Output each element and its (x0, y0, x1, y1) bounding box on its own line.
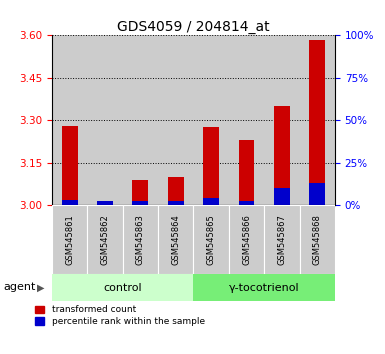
Text: GSM545866: GSM545866 (242, 215, 251, 265)
Bar (87, 205, 123, 274)
Bar (87, 35, 123, 205)
Bar (264, 205, 300, 274)
Bar (309, 40, 325, 205)
Bar (193, 35, 229, 205)
Bar (97, 201, 113, 205)
Title: GDS4059 / 204814_at: GDS4059 / 204814_at (117, 21, 270, 34)
Text: GSM545865: GSM545865 (207, 215, 216, 265)
Bar (274, 106, 290, 205)
Legend: transformed count, percentile rank within the sample: transformed count, percentile rank withi… (35, 306, 205, 326)
Text: agent: agent (4, 282, 36, 292)
Bar (264, 35, 300, 205)
Bar (229, 205, 264, 274)
Bar (62, 126, 78, 205)
Text: GSM545867: GSM545867 (277, 215, 286, 265)
Bar (168, 201, 184, 205)
Bar (97, 204, 113, 205)
Bar (193, 274, 335, 301)
Bar (229, 35, 264, 205)
Text: GSM545862: GSM545862 (100, 215, 110, 265)
Bar (203, 198, 219, 205)
Bar (52, 35, 87, 205)
Bar (62, 200, 78, 205)
Bar (193, 205, 229, 274)
Bar (123, 205, 158, 274)
Bar (158, 35, 193, 205)
Bar (132, 180, 148, 205)
Bar (239, 201, 254, 205)
Bar (274, 188, 290, 205)
Text: control: control (104, 282, 142, 293)
Bar (309, 183, 325, 205)
Bar (300, 205, 335, 274)
Bar (52, 274, 193, 301)
Bar (123, 35, 158, 205)
Bar (158, 205, 193, 274)
Text: ▶: ▶ (37, 282, 44, 292)
Bar (300, 35, 335, 205)
Text: GSM545868: GSM545868 (313, 215, 322, 265)
Bar (52, 205, 87, 274)
Text: GSM545863: GSM545863 (136, 215, 145, 265)
Bar (168, 177, 184, 205)
Text: GSM545861: GSM545861 (65, 215, 74, 265)
Bar (203, 127, 219, 205)
Text: GSM545864: GSM545864 (171, 215, 180, 265)
Text: γ-tocotrienol: γ-tocotrienol (229, 282, 300, 293)
Bar (132, 201, 148, 205)
Bar (239, 140, 254, 205)
